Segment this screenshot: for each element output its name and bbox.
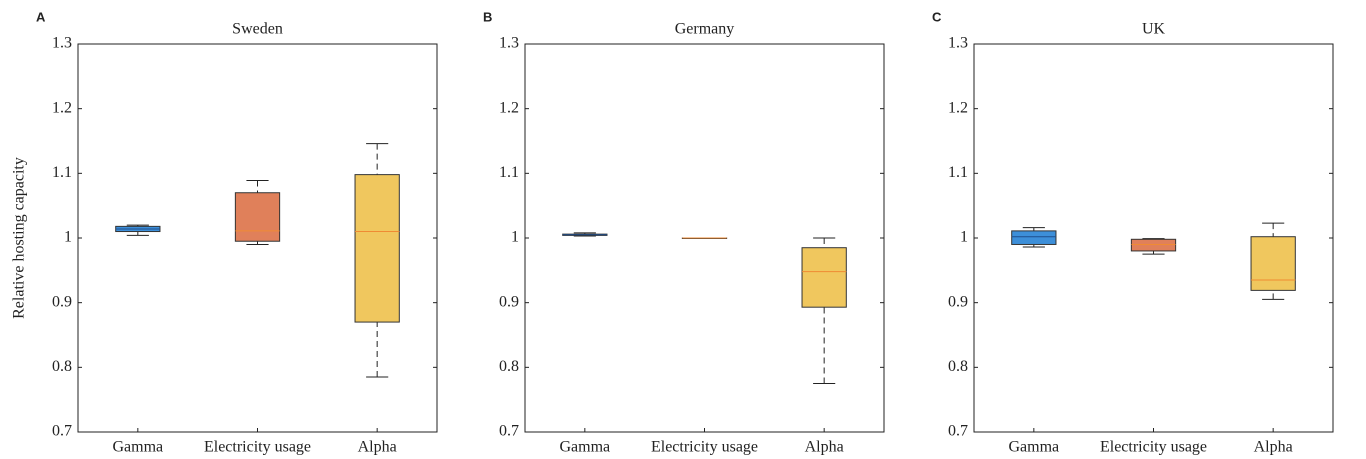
y-tick-label: 1.1 <box>52 164 72 181</box>
y-tick-label: 1.1 <box>948 164 968 181</box>
y-tick-label: 1.3 <box>52 35 72 52</box>
panel-label: A <box>36 9 46 24</box>
chart-title: Germany <box>675 21 735 38</box>
box <box>1250 236 1296 291</box>
box <box>354 174 400 323</box>
y-tick-label: 0.8 <box>52 358 72 375</box>
x-tick-label: Gamma <box>1009 439 1060 456</box>
x-tick-label: Electricity usage <box>1100 439 1207 456</box>
chart-title: UK <box>1142 21 1166 38</box>
chart-title: Sweden <box>232 21 283 38</box>
x-tick-label: Alpha <box>805 439 844 456</box>
y-tick-label: 0.9 <box>499 293 519 310</box>
box <box>1130 238 1177 252</box>
box <box>234 192 281 242</box>
panel-label: C <box>932 9 942 24</box>
y-axis-label: Relative hosting capacity <box>11 157 28 319</box>
y-tick-label: 1.2 <box>499 99 519 116</box>
panel-label: B <box>483 9 492 24</box>
y-tick-label: 1.3 <box>499 35 519 52</box>
y-tick-label: 1 <box>960 229 968 246</box>
x-tick-label: Electricity usage <box>651 439 758 456</box>
y-tick-label: 1.3 <box>948 35 968 52</box>
y-tick-label: 0.7 <box>948 423 968 440</box>
y-tick-label: 0.9 <box>52 293 72 310</box>
x-tick-label: Gamma <box>113 439 164 456</box>
y-tick-label: 1.2 <box>52 99 72 116</box>
y-tick-label: 0.7 <box>52 423 72 440</box>
box <box>1011 230 1057 245</box>
x-tick-label: Gamma <box>560 439 611 456</box>
x-tick-label: Alpha <box>1254 439 1293 456</box>
y-tick-label: 0.8 <box>948 358 968 375</box>
y-tick-label: 1.1 <box>499 164 519 181</box>
x-tick-label: Alpha <box>358 439 397 456</box>
y-tick-label: 0.7 <box>499 423 519 440</box>
y-tick-label: 0.9 <box>948 293 968 310</box>
y-tick-label: 1 <box>64 229 72 246</box>
y-tick-label: 1 <box>511 229 519 246</box>
y-tick-label: 0.8 <box>499 358 519 375</box>
x-tick-label: Electricity usage <box>204 439 311 456</box>
box <box>801 247 847 308</box>
y-tick-label: 1.2 <box>948 99 968 116</box>
